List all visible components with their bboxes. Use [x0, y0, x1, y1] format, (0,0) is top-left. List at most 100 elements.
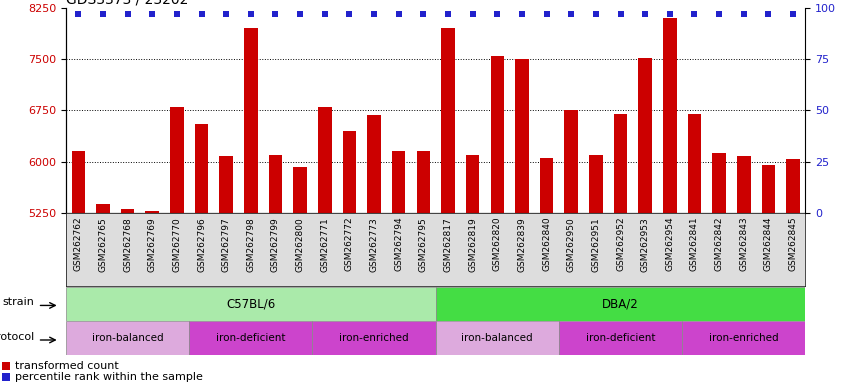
Bar [66, 321, 190, 355]
Point [663, 11, 677, 17]
Bar [466, 155, 480, 384]
Text: GSM262762: GSM262762 [74, 217, 83, 271]
Bar [269, 155, 283, 384]
Bar [343, 131, 356, 384]
Bar [682, 321, 805, 355]
Bar [786, 159, 799, 384]
Bar [515, 59, 529, 384]
Bar [66, 287, 436, 321]
Bar [436, 321, 559, 355]
Point [96, 11, 110, 17]
Text: GSM262952: GSM262952 [616, 217, 625, 271]
Text: GSM262770: GSM262770 [173, 217, 181, 271]
Text: GSM262768: GSM262768 [124, 217, 132, 271]
Point [786, 11, 799, 17]
Bar [392, 151, 405, 384]
Text: GSM262842: GSM262842 [715, 217, 723, 271]
Bar [639, 58, 652, 384]
Text: GSM262843: GSM262843 [739, 217, 748, 271]
Point [540, 11, 553, 17]
Bar [318, 107, 332, 384]
Point [219, 11, 233, 17]
Bar [761, 165, 775, 384]
Point [639, 11, 652, 17]
Text: GSM262771: GSM262771 [321, 217, 329, 271]
Point [737, 11, 750, 17]
Bar [589, 155, 602, 384]
Text: GSM262796: GSM262796 [197, 217, 206, 271]
Point [416, 11, 430, 17]
Bar [146, 211, 159, 384]
Bar [367, 115, 381, 384]
Point [515, 11, 529, 17]
Text: GSM262845: GSM262845 [788, 217, 798, 271]
Text: GSM262769: GSM262769 [148, 217, 157, 271]
Point [367, 11, 381, 17]
Bar [559, 321, 682, 355]
Text: GSM262798: GSM262798 [246, 217, 255, 271]
Text: GSM262794: GSM262794 [394, 217, 404, 271]
Point [442, 11, 455, 17]
Text: GSM262765: GSM262765 [98, 217, 107, 271]
Text: GSM262820: GSM262820 [493, 217, 502, 271]
Bar [72, 152, 85, 384]
Bar [663, 18, 677, 384]
Point [146, 11, 159, 17]
Bar [416, 151, 430, 384]
Text: GSM262954: GSM262954 [665, 217, 674, 271]
Point [72, 11, 85, 17]
Text: GSM262797: GSM262797 [222, 217, 231, 271]
Text: iron-enriched: iron-enriched [709, 333, 778, 343]
Point [244, 11, 257, 17]
Bar [96, 204, 110, 384]
Point [466, 11, 480, 17]
Text: GSM262795: GSM262795 [419, 217, 428, 271]
Bar [712, 153, 726, 384]
Point [613, 11, 627, 17]
Text: GSM262800: GSM262800 [295, 217, 305, 271]
Bar [442, 28, 455, 384]
Point [564, 11, 578, 17]
Point [269, 11, 283, 17]
Text: GSM262799: GSM262799 [271, 217, 280, 271]
Text: GSM262772: GSM262772 [345, 217, 354, 271]
Bar [219, 156, 233, 384]
Text: iron-enriched: iron-enriched [339, 333, 409, 343]
Text: GSM262817: GSM262817 [443, 217, 453, 271]
Bar [170, 107, 184, 384]
Point [195, 11, 208, 17]
Bar [121, 209, 135, 384]
Text: GSM262844: GSM262844 [764, 217, 773, 271]
Text: C57BL/6: C57BL/6 [226, 297, 276, 310]
Text: GSM262840: GSM262840 [542, 217, 551, 271]
Point [761, 11, 775, 17]
Point [491, 11, 504, 17]
Bar [312, 321, 436, 355]
Text: GSM262839: GSM262839 [518, 217, 526, 271]
Bar [564, 110, 578, 384]
Bar [190, 321, 312, 355]
Text: iron-deficient: iron-deficient [216, 333, 286, 343]
Text: GSM262773: GSM262773 [370, 217, 378, 271]
Text: GSM262819: GSM262819 [468, 217, 477, 271]
Text: strain: strain [3, 297, 35, 307]
Text: iron-balanced: iron-balanced [92, 333, 163, 343]
Point [294, 11, 307, 17]
Point [0, 363, 13, 369]
Point [0, 374, 13, 380]
Text: protocol: protocol [0, 332, 35, 342]
Text: iron-deficient: iron-deficient [585, 333, 656, 343]
Point [392, 11, 405, 17]
Point [170, 11, 184, 17]
Point [121, 11, 135, 17]
Bar [688, 114, 701, 384]
Point [343, 11, 356, 17]
Text: GSM262841: GSM262841 [690, 217, 699, 271]
Text: GSM262951: GSM262951 [591, 217, 601, 271]
Bar [436, 287, 805, 321]
Text: transformed count: transformed count [14, 361, 118, 371]
Text: DBA/2: DBA/2 [602, 297, 639, 310]
Text: GSM262950: GSM262950 [567, 217, 576, 271]
Text: percentile rank within the sample: percentile rank within the sample [14, 372, 203, 382]
Bar [613, 114, 628, 384]
